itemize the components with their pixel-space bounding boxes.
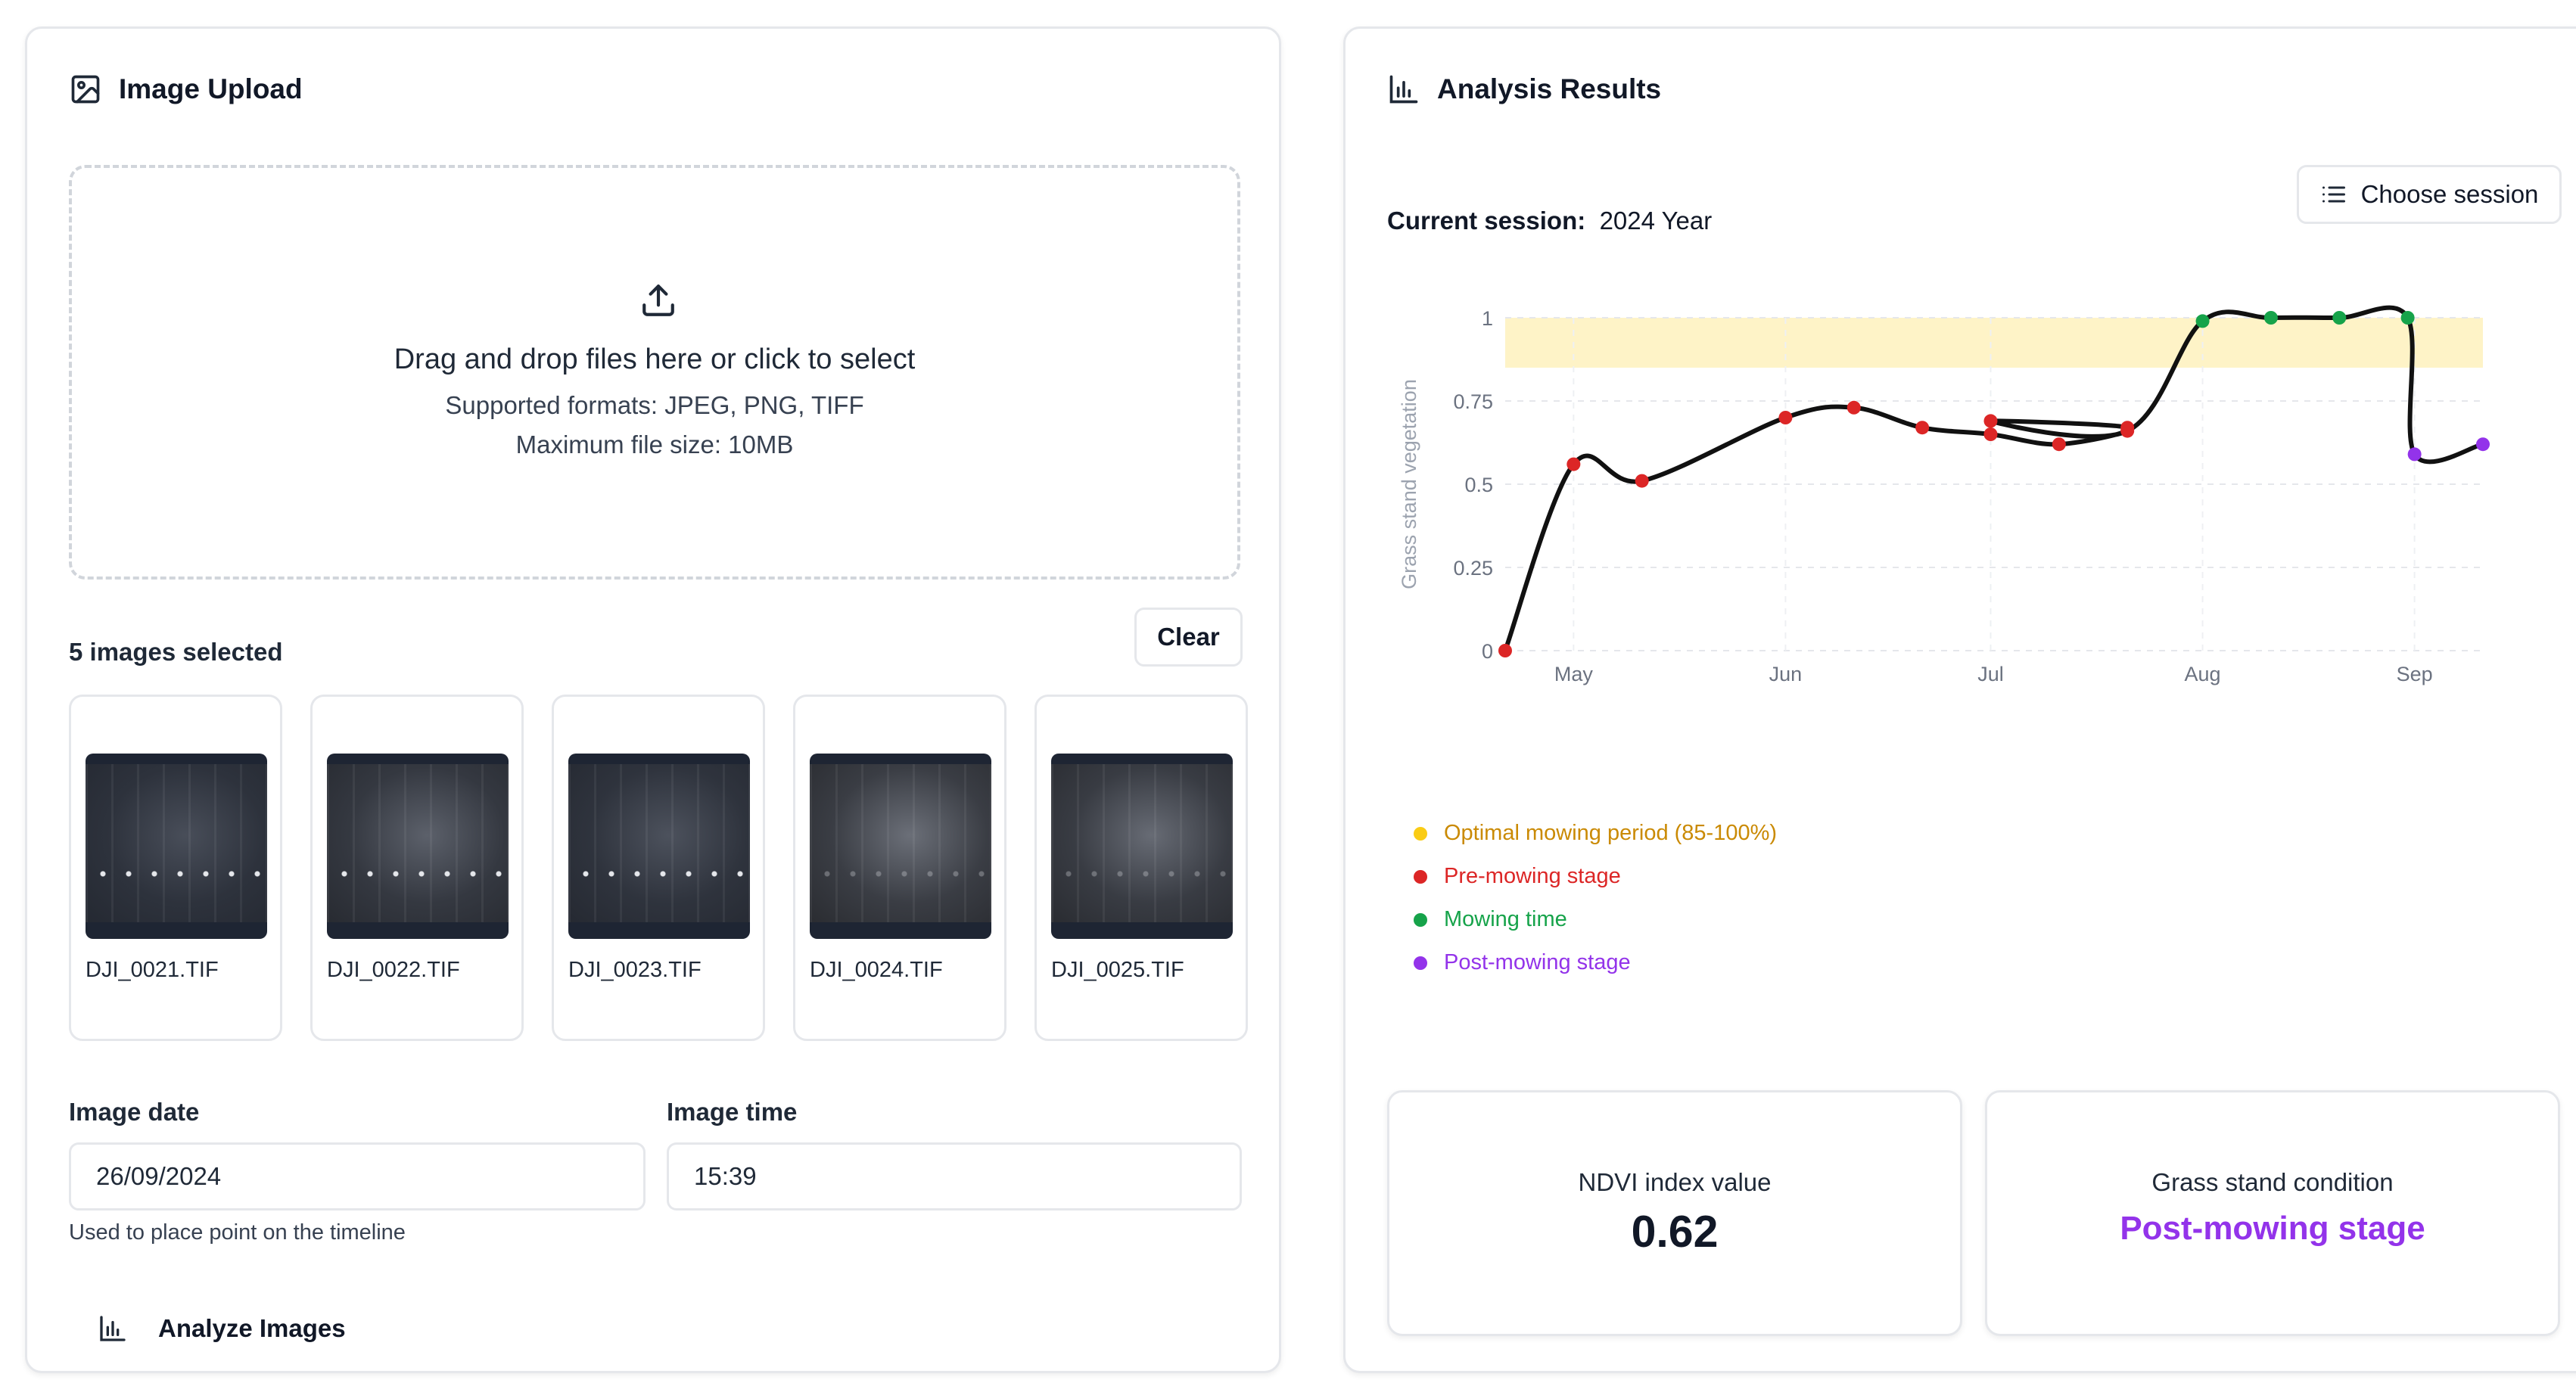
image-filename: DJI_0025.TIF — [1051, 958, 1184, 982]
data-point — [1635, 474, 1649, 488]
x-tick-label: May — [1554, 663, 1594, 685]
session-value: 2024 Year — [1599, 207, 1713, 235]
dropzone-formats: Supported formats: JPEG, PNG, TIFF — [445, 391, 864, 419]
x-tick-label: Jul — [1977, 663, 2004, 685]
legend-item: Mowing time — [1414, 898, 1777, 941]
image-filename: DJI_0022.TIF — [327, 958, 460, 982]
image-preview — [327, 754, 509, 939]
data-point — [2120, 424, 2135, 438]
data-point — [2476, 437, 2490, 452]
condition-stat-card: Grass stand condition Post-mowing stage — [1985, 1090, 2560, 1336]
vegetation-chart: 0 0.25 0.5 0.75 1 May Jun Jul Aug Sep Grass stand … — [1398, 305, 2490, 685]
upload-icon — [642, 284, 674, 316]
legend-dot-green — [1414, 912, 1427, 927]
legend-item: Optimal mowing period (85-100%) — [1414, 812, 1777, 855]
image-upload-title: Image Upload — [119, 73, 303, 104]
y-tick-label: 0.75 — [1453, 390, 1493, 413]
image-thumbnail[interactable]: DJI_0021.TIF — [69, 695, 282, 1041]
ndvi-label: NDVI index value — [1578, 1168, 1772, 1196]
y-tick-label: 0 — [1482, 640, 1493, 663]
data-point — [1983, 414, 1998, 428]
image-upload-card: Image Upload Drag and drop files here or… — [25, 26, 1281, 1373]
clear-button[interactable]: Clear — [1134, 608, 1243, 667]
y-tick-label: 0.25 — [1453, 557, 1493, 580]
x-tick-label: Sep — [2397, 663, 2433, 685]
image-icon — [71, 75, 100, 104]
data-point — [1983, 427, 1998, 441]
legend-label: Mowing time — [1444, 907, 1567, 931]
legend-label: Optimal mowing period (85-100%) — [1444, 821, 1778, 845]
file-dropzone[interactable]: Drag and drop files here or click to sel… — [69, 165, 1240, 580]
analyze-images-button[interactable]: Analyze Images — [98, 1302, 346, 1355]
analysis-results-header: Analysis Results — [1387, 73, 1661, 106]
image-time-value: 15:39 — [694, 1162, 757, 1190]
dropzone-instructions: Drag and drop files here or click to sel… — [394, 343, 916, 375]
image-preview — [810, 754, 991, 939]
y-axis-label: Grass stand vegetation — [1398, 379, 1420, 589]
bar-chart-icon — [1389, 75, 1418, 104]
data-point — [2407, 447, 2422, 462]
analysis-results-card: Analysis Results Current session: 2024 Y… — [1343, 26, 2576, 1373]
image-time-label: Image time — [667, 1098, 798, 1126]
image-filename: DJI_0024.TIF — [810, 958, 943, 982]
x-tick-label: Aug — [2185, 663, 2221, 685]
image-time-input[interactable]: 15:39 — [667, 1142, 1242, 1211]
x-tick-label: Jun — [1769, 663, 1803, 685]
choose-session-label: Choose session — [2360, 180, 2539, 208]
choose-session-button[interactable]: Choose session — [2297, 165, 2562, 224]
legend-item: Post-mowing stage — [1414, 941, 1777, 984]
image-preview — [1051, 754, 1233, 939]
data-point — [2052, 437, 2066, 452]
analysis-results-title: Analysis Results — [1437, 73, 1662, 104]
bar-chart-icon — [100, 1316, 126, 1341]
data-point — [1566, 457, 1581, 471]
data-point — [1846, 400, 1861, 415]
image-date-value: 26/09/2024 — [96, 1162, 222, 1190]
data-point — [2263, 311, 2278, 325]
legend-dot-yellow — [1414, 826, 1427, 841]
image-filename: DJI_0023.TIF — [568, 958, 702, 982]
image-thumbnail[interactable]: DJI_0024.TIF — [793, 695, 1006, 1041]
legend-item: Pre-mowing stage — [1414, 855, 1777, 898]
image-preview — [86, 754, 267, 939]
current-session: Current session: 2024 Year — [1387, 207, 1712, 235]
condition-value: Post-mowing stage — [2120, 1210, 2425, 1247]
legend-label: Post-mowing stage — [1444, 950, 1631, 974]
data-point — [2400, 311, 2415, 325]
list-icon — [2322, 186, 2345, 203]
y-tick-label: 0.5 — [1464, 474, 1493, 496]
dropzone-max-size: Maximum file size: 10MB — [515, 430, 794, 458]
data-point — [2195, 314, 2210, 328]
ndvi-value: 0.62 — [1631, 1207, 1719, 1257]
image-date-label: Image date — [69, 1098, 200, 1126]
image-thumbnail[interactable]: DJI_0025.TIF — [1034, 695, 1248, 1041]
image-upload-header: Image Upload — [69, 73, 303, 106]
y-tick-label: 1 — [1482, 307, 1493, 330]
ndvi-stat-card: NDVI index value 0.62 — [1387, 1090, 1962, 1336]
timeline-hint: Used to place point on the timeline — [69, 1220, 406, 1245]
image-thumbnail[interactable]: DJI_0022.TIF — [310, 695, 524, 1041]
condition-label: Grass stand condition — [2151, 1168, 2394, 1196]
session-label: Current session: — [1387, 207, 1586, 235]
chart-legend: Optimal mowing period (85-100%) Pre-mowi… — [1414, 812, 1777, 984]
legend-dot-red — [1414, 869, 1427, 884]
image-filename: DJI_0021.TIF — [86, 958, 219, 982]
data-point — [1498, 644, 1512, 657]
analyze-images-label: Analyze Images — [158, 1314, 346, 1342]
data-point — [2332, 311, 2347, 325]
data-point — [1778, 411, 1793, 424]
image-date-input[interactable]: 26/09/2024 — [69, 1142, 646, 1211]
legend-label: Pre-mowing stage — [1444, 864, 1621, 888]
data-point — [1915, 421, 1930, 435]
optimal-band — [1505, 318, 2483, 368]
image-preview — [568, 754, 750, 939]
selected-count: 5 images selected — [69, 638, 283, 666]
legend-dot-purple — [1414, 956, 1427, 970]
image-thumbnail[interactable]: DJI_0023.TIF — [552, 695, 765, 1041]
